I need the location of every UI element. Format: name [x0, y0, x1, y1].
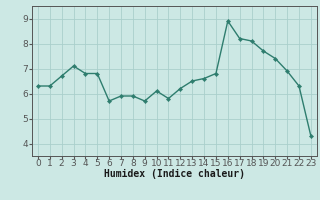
X-axis label: Humidex (Indice chaleur): Humidex (Indice chaleur) — [104, 169, 245, 179]
